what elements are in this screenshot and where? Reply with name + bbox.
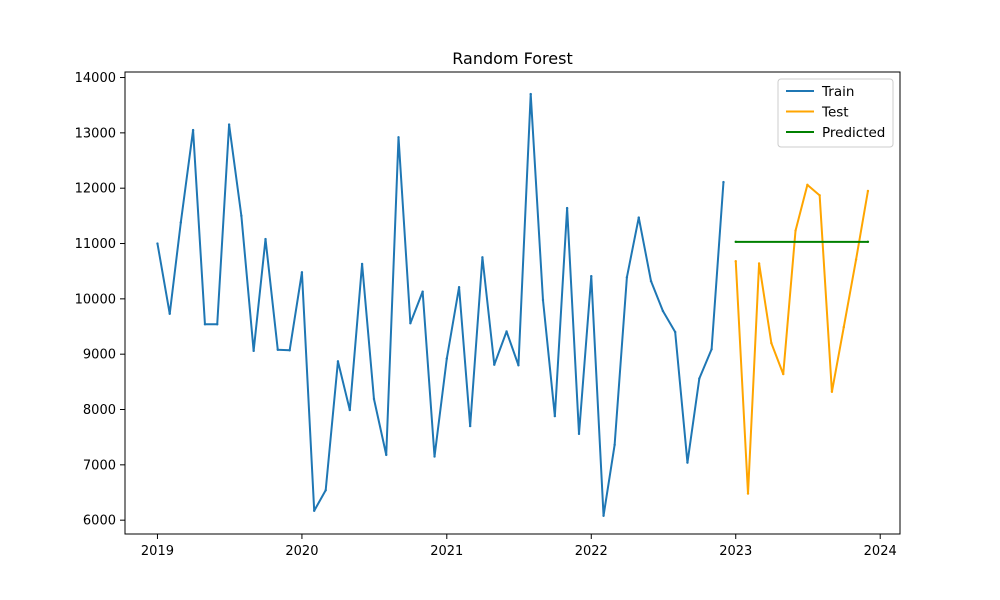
data-point-test [757,262,761,265]
data-point-test [818,194,821,197]
x-tick-label: 2021 [430,544,463,559]
series-line-train [156,93,725,517]
data-point-train [445,357,448,360]
data-point-predicted [866,240,870,244]
data-point-train [240,214,243,218]
data-point-train [168,312,171,315]
data-point-train [637,216,640,219]
x-tick-label: 2022 [575,544,608,559]
y-tick-label: 10000 [75,292,116,307]
data-point-train [590,274,593,278]
legend-label-test: Test [821,105,849,121]
x-tick-label: 2020 [285,544,318,559]
legend-label-predicted: Predicted [822,125,885,141]
x-tick-label: 2023 [719,544,752,559]
legend-box [777,78,894,148]
data-point-train [577,432,581,436]
data-point-train [179,221,183,224]
data-point-train [613,443,616,447]
data-point-train [203,323,207,326]
data-point-train [336,360,340,363]
data-point-test [746,492,750,495]
x-tick-label: 2024 [864,544,897,559]
series-line-test [734,183,869,495]
data-point-predicted [734,240,737,244]
data-point-train [360,262,364,266]
data-point-train [409,322,412,325]
data-point-test [854,258,858,261]
y-tick-label: 6000 [83,514,116,529]
data-point-train [686,461,689,464]
data-point-train [625,276,629,279]
data-point-train [191,128,195,132]
data-point-train [673,330,677,334]
y-tick-label: 13000 [75,126,116,141]
data-point-train [421,290,424,293]
x-tick-label: 2019 [141,544,174,559]
data-point-train [156,242,159,245]
y-tick-label: 12000 [75,182,116,197]
data-point-test [866,189,870,193]
data-point-test [734,260,737,263]
data-point-train [457,286,461,289]
plot-area-frame [124,71,901,535]
data-point-train [493,363,496,366]
data-point-test [794,229,797,232]
data-point-test [770,341,773,345]
data-point-train [517,364,520,367]
x-axis: 2019 2020 2021 2022 2023 2024 [141,534,897,559]
data-point-train [722,180,725,184]
data-point-train [313,509,316,512]
data-point-train [397,136,400,139]
data-point-train [481,256,484,259]
legend: Train Test Predicted [777,78,894,148]
data-point-test [830,390,834,393]
data-point-train [252,349,255,353]
y-tick-label: 7000 [83,458,116,473]
y-tick-label: 8000 [83,403,116,418]
y-tick-label: 14000 [75,71,116,86]
data-point-train [529,92,532,96]
data-point-train [227,123,231,126]
data-point-train [661,309,665,313]
data-point-train [324,489,327,492]
y-tick-label: 9000 [83,348,116,363]
data-point-train [216,323,219,326]
data-point-test [842,325,845,329]
data-point-train [288,349,291,352]
y-axis: 6000 7000 8000 9000 10000 11000 12000 13000 1400… [75,71,125,529]
data-point-train [710,348,713,351]
data-point-train [264,237,267,241]
data-point-train [602,514,605,517]
data-point-train [433,455,436,458]
data-point-train [553,414,557,418]
y-tick-label: 11000 [75,237,116,252]
legend-label-train: Train [821,84,854,100]
data-point-test [806,183,809,187]
data-point-test [782,372,785,376]
data-point-train [276,348,279,351]
data-point-train [300,271,304,274]
data-point-train [372,397,376,401]
data-point-train [385,453,388,457]
data-point-train [698,377,701,380]
data-point-train [541,298,545,302]
data-point-train [505,330,508,333]
data-point-train [649,279,653,283]
chart-title: Random Forest [452,49,572,68]
data-point-train [468,424,472,428]
data-point-train [348,408,352,412]
data-point-train [565,206,569,210]
